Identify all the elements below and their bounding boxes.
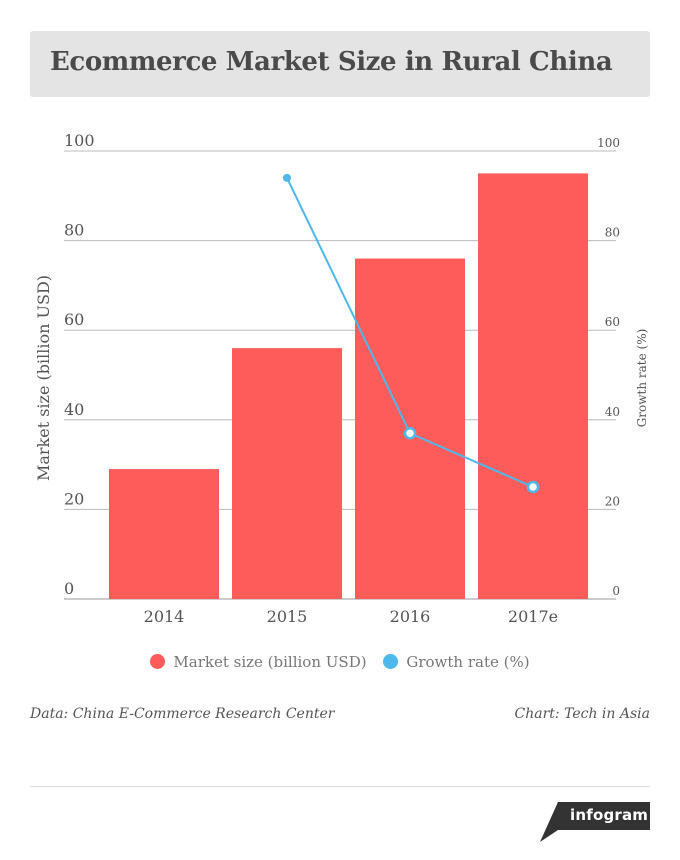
legend-label-growth-rate: Growth rate (%) [406,653,530,671]
y-tick-label-100: 100 [64,131,95,150]
legend-item-growth-rate[interactable]: Growth rate (%) [383,653,530,671]
y-tick-label-40: 40 [64,400,84,419]
x-tick-label-2014: 2014 [144,607,185,626]
y2-axis-title: Growth rate (%) [635,329,649,428]
y2-tick-label-100: 100 [597,136,620,150]
title-banner: Ecommerce Market Size in Rural China [30,31,650,97]
y2-tick-label-40: 40 [605,405,620,419]
credit-note: Chart: Tech in Asia [514,706,650,722]
infogram-logo-badge[interactable] [540,802,650,842]
infogram-logo-text: infogram [570,806,649,824]
chart-title: Ecommerce Market Size in Rural China [50,47,613,77]
y2-tick-label-80: 80 [605,226,620,240]
legend-label-market-size: Market size (billion USD) [173,653,367,671]
y2-tick-label-0: 0 [612,584,620,598]
growth-rate-point-2016 [403,426,417,440]
x-tick-label-2017e: 2017e [508,607,558,626]
y2-tick-label-60: 60 [605,315,620,329]
y2-tick-label-20: 20 [605,494,620,508]
legend-swatch-growth-rate [383,654,399,669]
legend-item-market-size[interactable]: Market size (billion USD) [150,653,367,671]
growth-rate-point-2017e [526,480,540,494]
x-tick-label-2016: 2016 [390,607,431,626]
y-tick-label-0: 0 [64,579,74,598]
bar-2014 [109,469,219,599]
y-tick-label-80: 80 [64,221,84,240]
bar-2015 [232,348,342,599]
footer-divider [30,786,650,787]
bar-2017e [478,173,588,599]
chart-area: 0 20 40 60 80 100 0 20 40 60 80 100 Market size (bil… [34,131,649,626]
legend: Market size (billion USD) Growth rate (%… [0,653,680,671]
y-tick-label-20: 20 [64,489,84,508]
source-note: Data: China E-Commerce Research Center [30,706,335,722]
legend-swatch-market-size [150,654,166,669]
growth-rate-point-2015 [283,173,291,182]
y-axis-title: Market size (billion USD) [34,275,53,481]
y-tick-label-60: 60 [64,310,84,329]
x-tick-label-2015: 2015 [267,607,308,626]
